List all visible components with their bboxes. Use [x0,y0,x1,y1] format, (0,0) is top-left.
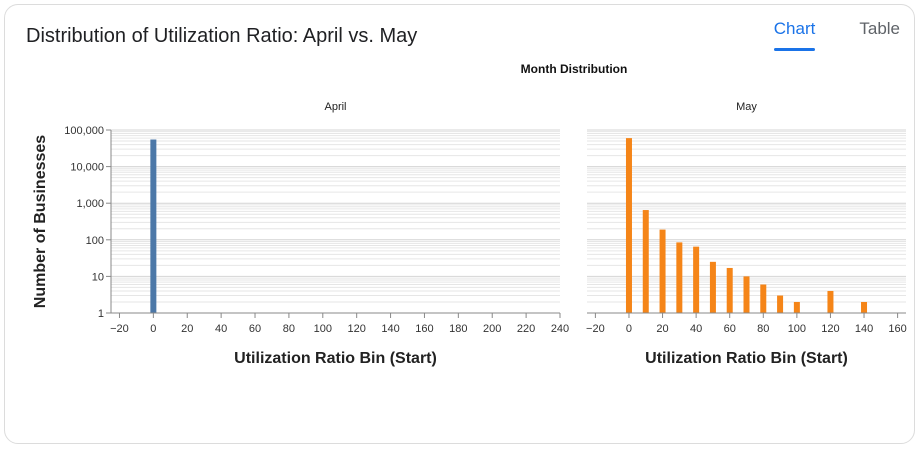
x-tick-label: 120 [347,323,365,335]
x-tick-label: 20 [181,323,193,335]
y-tick-label: 100,000 [64,125,104,137]
x-tick-label: 60 [249,323,261,335]
x-tick-label: 100 [788,323,806,335]
bar-may-120 [827,290,834,313]
y-tick-label: 1,000 [76,198,104,210]
x-tick-label: 200 [483,323,501,335]
bar-may-50 [709,261,716,313]
x-tick-label: 60 [724,323,736,335]
bar-may-40 [693,246,700,313]
x-tick-label: 140 [381,323,399,335]
x-tick-label: 240 [551,323,569,335]
x-tick-label: −20 [586,323,605,335]
bar-may-90 [777,295,784,313]
bar-may-100 [793,301,800,313]
x-tick-label: 0 [626,323,632,335]
x-tick-label: 120 [821,323,839,335]
x-tick-label: 220 [517,323,535,335]
bar-may-30 [676,242,683,313]
x-tick-label: −20 [110,323,129,335]
x-tick-label: 160 [415,323,433,335]
x-tick-label: 40 [215,323,227,335]
x-tick-label: 40 [690,323,702,335]
bar-may-20 [659,229,666,313]
y-tick-label: 10 [92,271,104,283]
bar-may-60 [726,267,733,313]
x-axis-label-april: Utilization Ratio Bin (Start) [234,350,437,367]
x-tick-label: 0 [150,323,156,335]
x-tick-label: 140 [855,323,873,335]
tab-table[interactable]: Table [859,19,900,38]
x-axis-label-may: Utilization Ratio Bin (Start) [645,350,848,367]
x-tick-label: 160 [888,323,906,335]
panel-title-may: May [736,101,757,113]
view-tabs: Chart Table [730,17,900,51]
bar-may-10 [642,210,649,313]
bar-may-70 [743,276,750,313]
y-tick-label: 1 [98,308,104,320]
bar-april-0 [150,139,157,313]
x-tick-label: 80 [757,323,769,335]
x-tick-label: 80 [283,323,295,335]
bar-may-0 [625,138,632,313]
panel-title-april: April [324,101,346,113]
tab-chart[interactable]: Chart [773,17,815,51]
chart-title: Month Distribution [521,62,628,76]
y-axis-label: Number of Businesses [32,135,49,308]
y-tick-label: 10,000 [70,162,104,174]
x-tick-label: 20 [656,323,668,335]
x-tick-label: 180 [449,323,467,335]
x-tick-label: 100 [314,323,332,335]
card-title: Distribution of Utilization Ratio: April… [26,25,418,47]
bar-may-140 [861,301,868,313]
bar-may-80 [760,284,767,313]
y-tick-label: 100 [86,235,104,247]
